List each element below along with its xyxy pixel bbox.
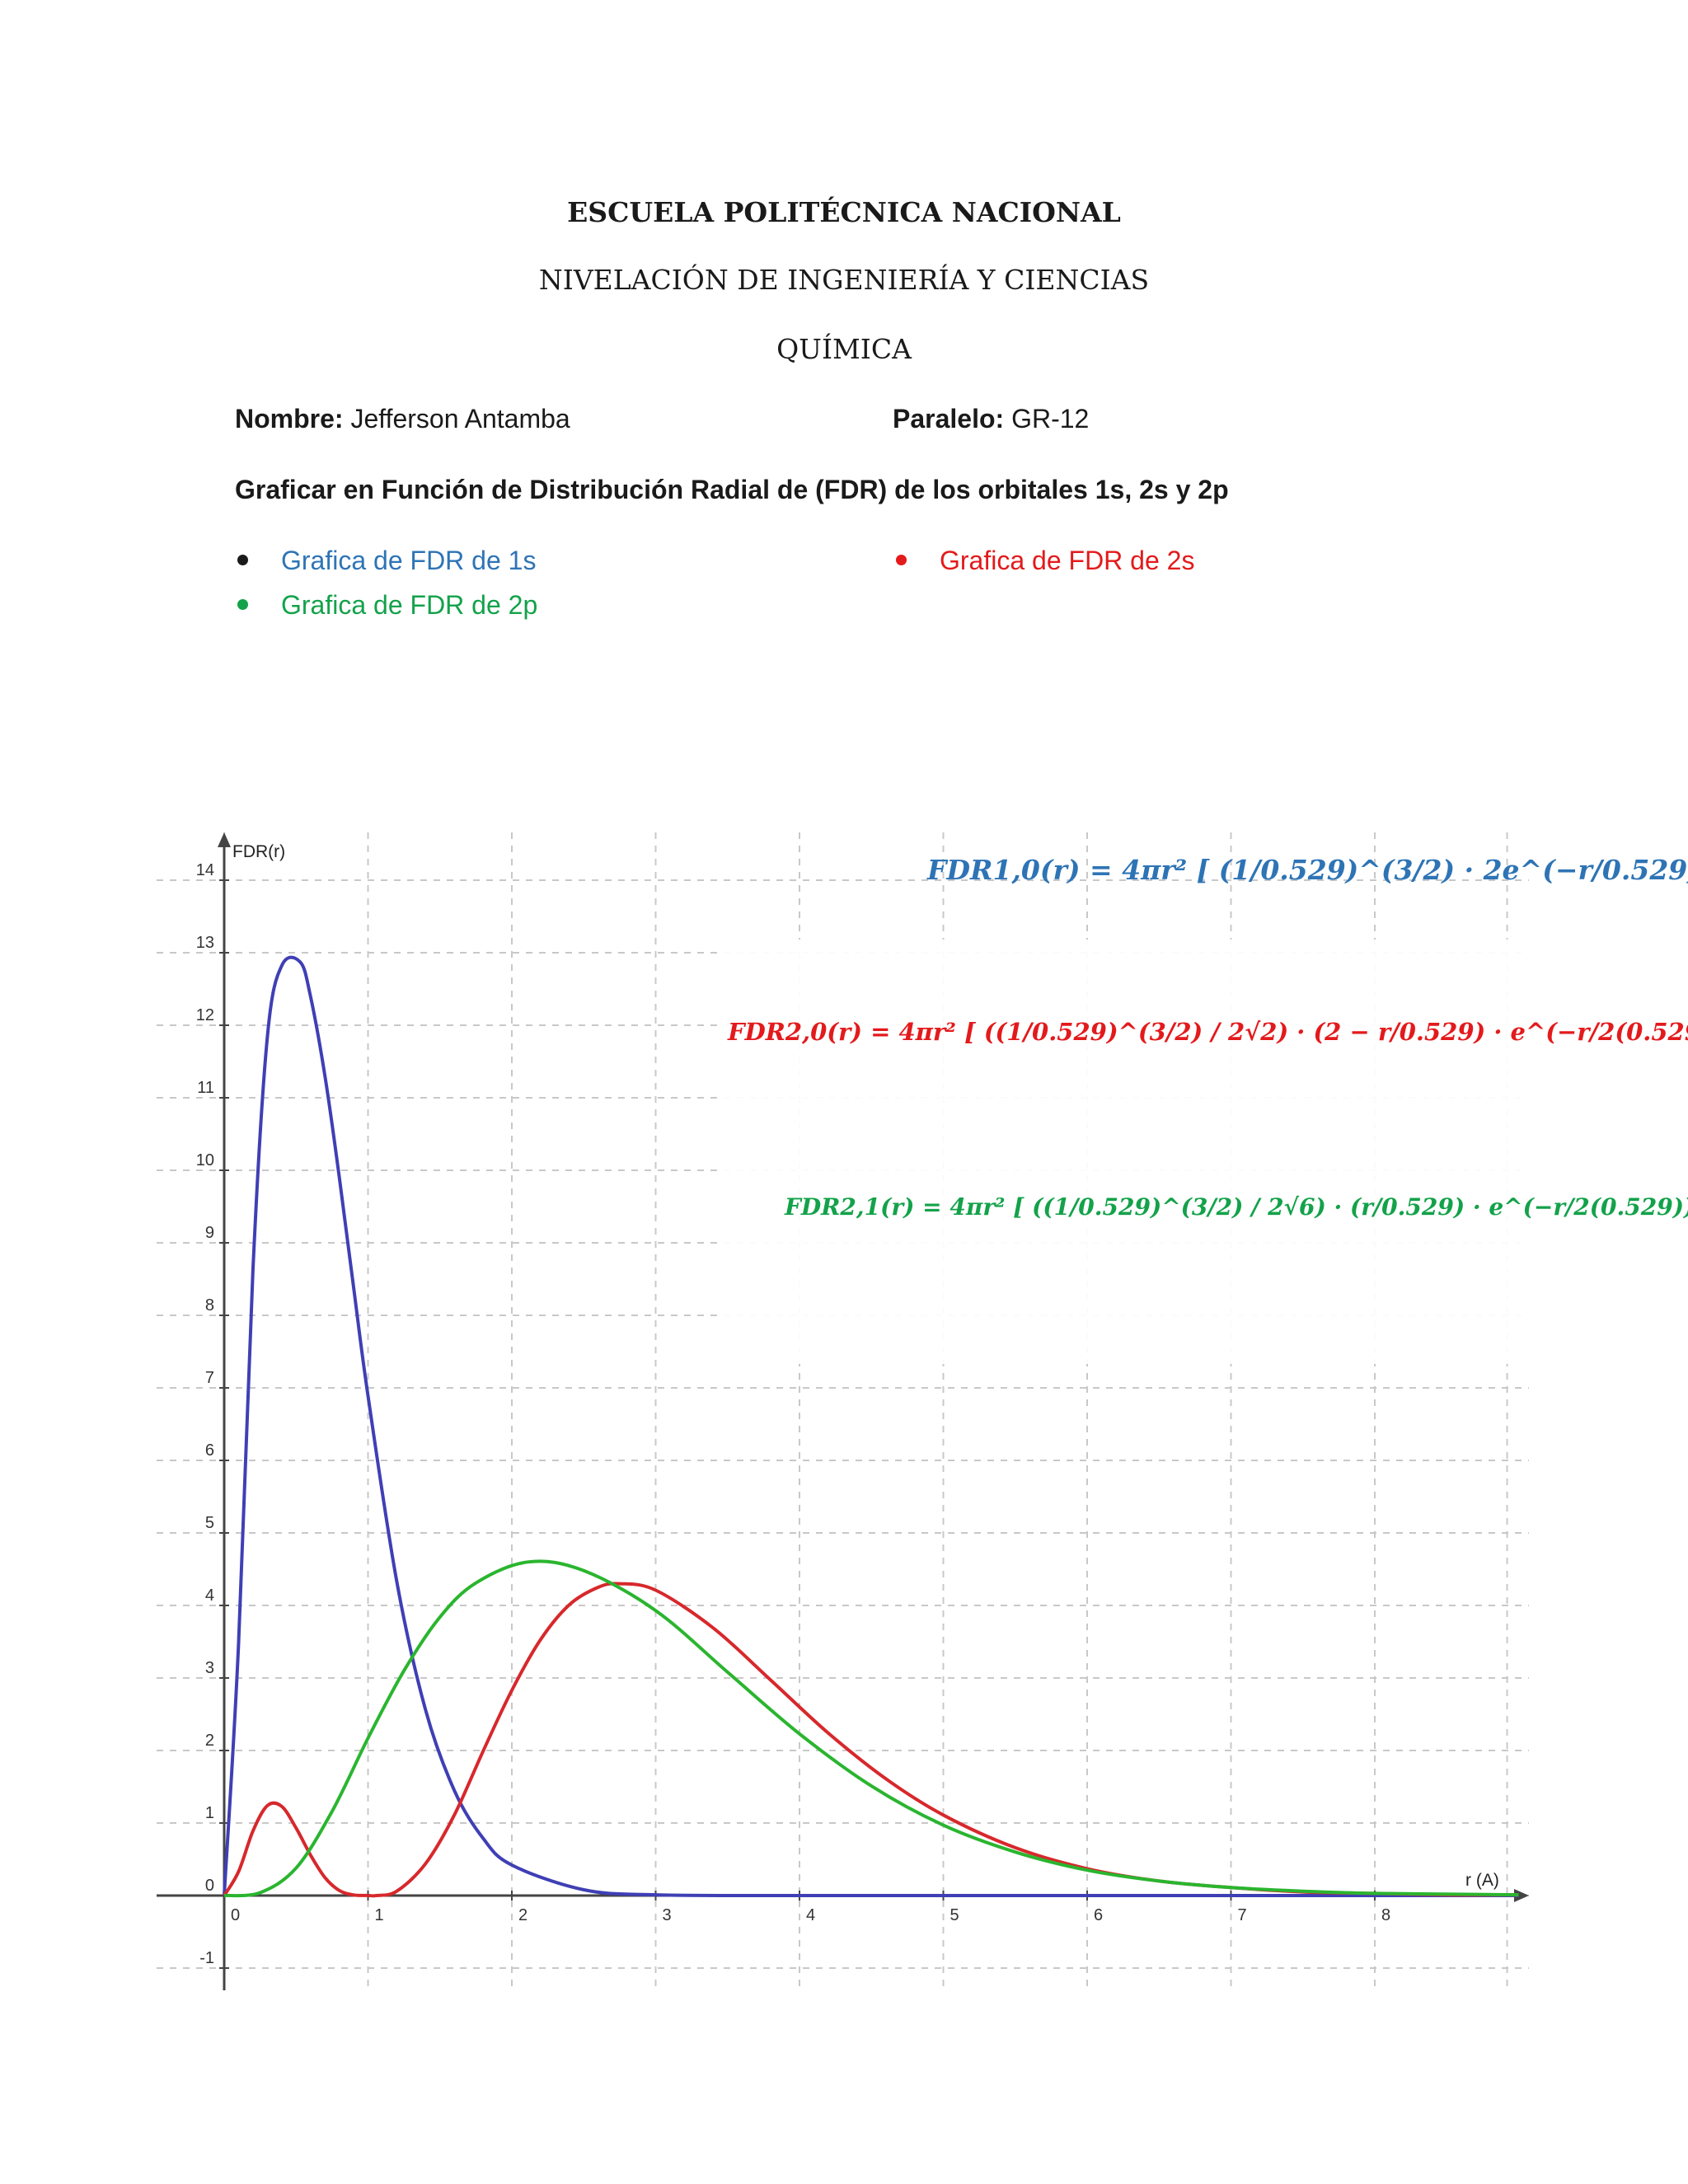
bullet-2p: Grafica de FDR de 2p: [237, 590, 537, 621]
formula-1s-lhs: FDR1,0(r) = 4πr²: [927, 854, 1188, 886]
name-label: Nombre:: [235, 404, 344, 434]
y-tick-label: 5: [205, 1514, 214, 1532]
bullet-1s-text: Grafica de FDR de 1s: [281, 546, 537, 575]
x-tick-label: 4: [806, 1906, 815, 1924]
section-value: GR-12: [1011, 404, 1090, 434]
name-value: Jefferson Antamba: [350, 404, 570, 434]
x-tick-label: 3: [663, 1906, 672, 1924]
formula-2p-rhs: [ ((1/0.529)^(3/2) / 2√6) · (r/0.529) · …: [1013, 1193, 1688, 1221]
formula-2p-lhs: FDR2,1(r) = 4πr²: [785, 1193, 1006, 1221]
formula-1s-rhs: [ (1/0.529)^(3/2) · 2e^(−r/0.529) ]²: [1196, 854, 1688, 886]
bullet-dot: [237, 599, 248, 611]
formula-2s: FDR2,0(r) = 4πr² [ ((1/0.529)^(3/2) / 2√…: [728, 1018, 1688, 1046]
chart-curves: [223, 955, 1519, 1898]
formula-2p: FDR2,1(r) = 4πr² [ ((1/0.529)^(3/2) / 2√…: [785, 1193, 1688, 1221]
y-tick-label: 14: [196, 861, 214, 879]
series-line-2p: [223, 1559, 1519, 1898]
formula-panel: [717, 940, 1541, 1364]
x-tick-label: 5: [950, 1906, 959, 1924]
bullet-dot: [237, 555, 248, 566]
y-tick-label: 11: [197, 1079, 214, 1097]
formula-1s: FDR1,0(r) = 4πr² [ (1/0.529)^(3/2) · 2e^…: [927, 854, 1688, 886]
y-tick-label: 1: [205, 1804, 214, 1822]
y-tick-label: 10: [196, 1151, 214, 1169]
institution-title: ESCUELA POLITÉCNICA NACIONAL: [567, 196, 1121, 228]
y-tick-label: 9: [205, 1224, 214, 1242]
y-tick-label: -1: [199, 1949, 214, 1967]
bullet-2p-text: Grafica de FDR de 2p: [281, 590, 538, 620]
y-tick-label: 6: [205, 1441, 214, 1460]
task-statement: Graficar en Función de Distribución Radi…: [235, 475, 1229, 504]
x-tick-label: 0: [231, 1906, 240, 1924]
x-tick-label: 2: [518, 1906, 528, 1924]
bullet-2s: Grafica de FDR de 2s: [896, 546, 1194, 576]
formula-2s-lhs: FDR2,0(r) = 4πr²: [728, 1018, 956, 1046]
subject-title: QUÍMICA: [776, 333, 912, 365]
student-name: Nombre: Jefferson Antamba: [235, 404, 570, 434]
y-axis-label: FDR(r): [232, 842, 285, 861]
y-tick-label: 2: [205, 1732, 214, 1750]
x-axis-label: r (A): [1465, 1871, 1499, 1890]
bullet-1s: Grafica de FDR de 1s: [237, 546, 536, 576]
x-tick-label: 1: [375, 1906, 384, 1924]
y-tick-label: 0: [205, 1877, 214, 1895]
bullet-2s-text: Grafica de FDR de 2s: [940, 546, 1195, 575]
series-line-1s: [223, 955, 1519, 1898]
y-tick-label: 8: [205, 1296, 214, 1315]
y-tick-label: 4: [205, 1586, 214, 1605]
series-line-2s: [223, 1582, 1519, 1898]
section-label: Paralelo:: [893, 404, 1005, 434]
y-axis-arrow: [218, 832, 231, 847]
x-tick-label: 7: [1238, 1906, 1247, 1924]
y-tick-label: 12: [196, 1006, 214, 1024]
y-tick-label: 7: [205, 1369, 214, 1387]
formula-2s-rhs: [ ((1/0.529)^(3/2) / 2√2) · (2 − r/0.529…: [964, 1018, 1688, 1046]
program-title: NIVELACIÓN DE INGENIERÍA Y CIENCIAS: [538, 264, 1150, 296]
bullet-dot: [896, 555, 907, 566]
class-section: Paralelo: GR-12: [893, 404, 1089, 434]
y-tick-label: 13: [196, 934, 214, 952]
x-axis-arrow: [1514, 1889, 1529, 1902]
x-tick-label: 8: [1381, 1906, 1390, 1924]
y-tick-label: 3: [205, 1659, 214, 1677]
x-tick-label: 6: [1094, 1906, 1103, 1924]
